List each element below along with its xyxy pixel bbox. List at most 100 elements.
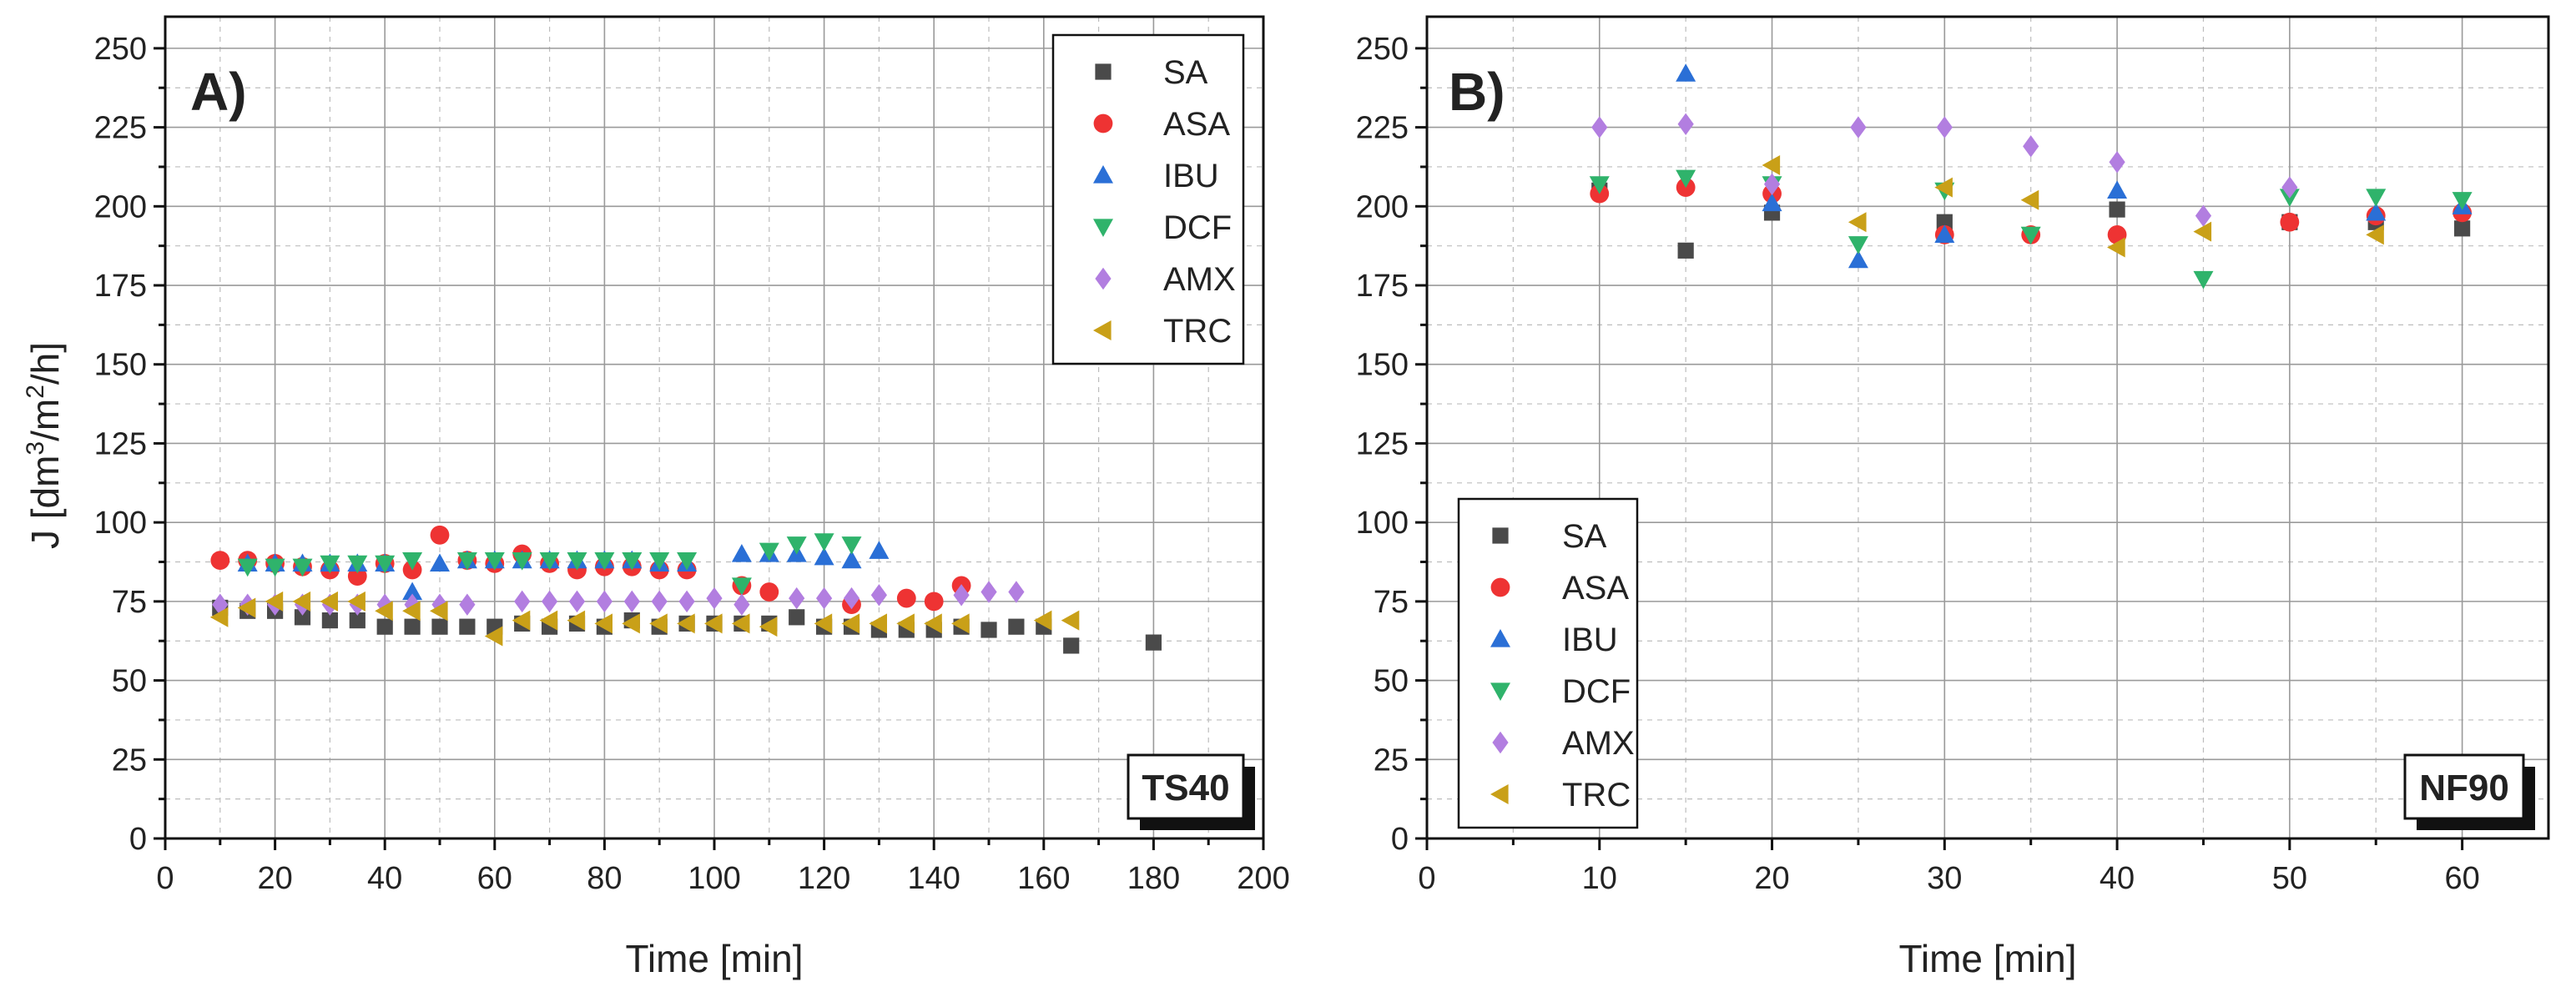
data-point-a-amx (980, 581, 997, 603)
x-tick-label-b: 40 (2100, 861, 2135, 896)
legend-label-b-dcf: DCF (1562, 673, 1631, 710)
data-point-a-amx (596, 590, 612, 613)
data-point-b-sa (2454, 220, 2471, 237)
data-point-a-trc (759, 617, 778, 637)
data-point-a-sa (980, 622, 997, 638)
data-point-a-sa (459, 618, 476, 635)
data-point-a-sa (1008, 618, 1025, 635)
data-point-b-dcf (1589, 176, 1610, 194)
legend-label-a-sa: SA (1163, 54, 1208, 91)
y-tick-label-a: 75 (112, 585, 147, 620)
data-point-a-amx (651, 590, 668, 613)
data-point-b-trc (2193, 221, 2212, 242)
data-point-a-trc (677, 613, 695, 634)
data-point-b-dcf (2020, 226, 2041, 245)
y-tick-label-b: 175 (1356, 269, 1409, 304)
x-axis-title-a: Time [min] (626, 937, 804, 980)
data-point-a-dcf (814, 533, 834, 551)
data-point-a-dcf (402, 552, 423, 571)
data-point-a-trc (649, 613, 668, 634)
data-point-a-dcf (237, 558, 258, 577)
y-tick-label-b: 225 (1356, 111, 1409, 146)
data-point-a-dcf (622, 552, 643, 571)
data-point-a-trc (1033, 610, 1052, 631)
data-point-b-ibu (1848, 249, 1868, 269)
legend-label-a-asa: ASA (1163, 106, 1230, 143)
x-tick-label-b: 0 (1418, 861, 1435, 896)
data-point-b-trc (2020, 189, 2039, 210)
data-point-a-dcf (375, 555, 396, 574)
legend-label-b-sa: SA (1562, 518, 1607, 555)
x-tick-label-b: 10 (1582, 861, 1617, 896)
data-point-b-dcf (1848, 236, 1868, 254)
x-axis-title-b: Time [min] (1899, 937, 2077, 980)
data-point-a-amx (404, 593, 421, 616)
data-point-b-ibu (1676, 63, 1696, 82)
data-point-a-amx (1008, 581, 1025, 603)
legend-label-a-ibu: IBU (1163, 158, 1219, 194)
panel-b-chart: 0 10 20 30 40 50 60 0 25 50 75 100 125 150 175 200 225 25… (1356, 15, 2550, 980)
data-point-a-dcf (265, 558, 285, 577)
legend-a: SA ASA IBU DCF AMX TRC (1051, 33, 1245, 365)
data-point-a-trc (539, 610, 558, 631)
data-point-a-amx (870, 584, 887, 607)
data-point-b-sa (1677, 242, 1694, 259)
plot-frame-b (1425, 15, 2550, 840)
y-tick-label-b: 0 (1391, 822, 1409, 857)
y-tick-label-a: 250 (94, 32, 147, 67)
legend-label-a-amx: AMX (1163, 261, 1236, 298)
data-point-a-trc (347, 591, 365, 612)
data-point-a-dcf (731, 577, 752, 596)
data-point-a-amx (789, 587, 805, 610)
x-tick-label-b: 20 (1754, 861, 1789, 896)
data-point-a-trc (731, 613, 750, 634)
data-point-b-amx (2195, 204, 2212, 227)
data-point-a-dcf (649, 552, 670, 571)
legend-marker-a-asa (1093, 113, 1113, 133)
data-point-a-amx (459, 593, 476, 616)
legend-marker-b-ibu (1490, 629, 1510, 647)
x-tick-label-a: 140 (907, 861, 960, 896)
data-point-a-amx (212, 593, 229, 616)
data-point-b-asa (2280, 212, 2300, 232)
membrane-label-a: TS40 (1142, 768, 1229, 808)
data-point-a-sa (404, 618, 421, 635)
data-point-b-trc (2107, 237, 2125, 258)
x-tick-label-a: 180 (1127, 861, 1180, 896)
panel-letter-a: A) (190, 62, 247, 122)
legend-marker-b-trc (1490, 784, 1509, 804)
y-tick-label-a: 175 (94, 269, 147, 304)
y-tick-label-a: 200 (94, 189, 147, 224)
data-point-b-amx (1677, 113, 1694, 136)
y-tick-label-a: 0 (129, 822, 147, 857)
data-point-a-dcf (292, 558, 313, 577)
panel-letter-b: B) (1449, 62, 1505, 122)
series-b-dcf (1589, 169, 2473, 290)
legend-label-a-trc: TRC (1163, 313, 1232, 350)
series-a-dcf (237, 533, 862, 596)
x-tick-label-b: 30 (1927, 861, 1962, 896)
legend-marker-b-asa (1490, 577, 1510, 597)
data-point-a-trc (265, 591, 284, 612)
legend-box-a (1051, 33, 1245, 365)
legend-box-b (1457, 497, 1639, 829)
data-point-a-ibu (430, 553, 450, 572)
data-point-a-sa (349, 612, 365, 629)
y-tick-label-b: 125 (1356, 426, 1409, 461)
legend-label-a-dcf: DCF (1163, 209, 1232, 246)
data-point-a-asa (210, 551, 230, 571)
data-point-b-trc (1848, 212, 1867, 233)
data-point-a-dcf (677, 552, 698, 571)
data-point-a-amx (816, 587, 833, 610)
x-tick-label-a: 20 (257, 861, 292, 896)
x-tick-label-a: 40 (367, 861, 402, 896)
data-point-a-dcf (759, 542, 779, 561)
data-point-a-dcf (786, 536, 807, 555)
data-point-a-sa (294, 609, 311, 626)
data-point-a-trc (594, 613, 612, 634)
legend-marker-b-sa (1492, 527, 1509, 544)
data-point-a-trc (512, 610, 531, 631)
y-tick-label-b: 150 (1356, 348, 1409, 383)
panel-a-chart: 0 20 40 60 80 100 120 140 160 180 200 0 25 50 75 100 125… (94, 15, 1290, 980)
